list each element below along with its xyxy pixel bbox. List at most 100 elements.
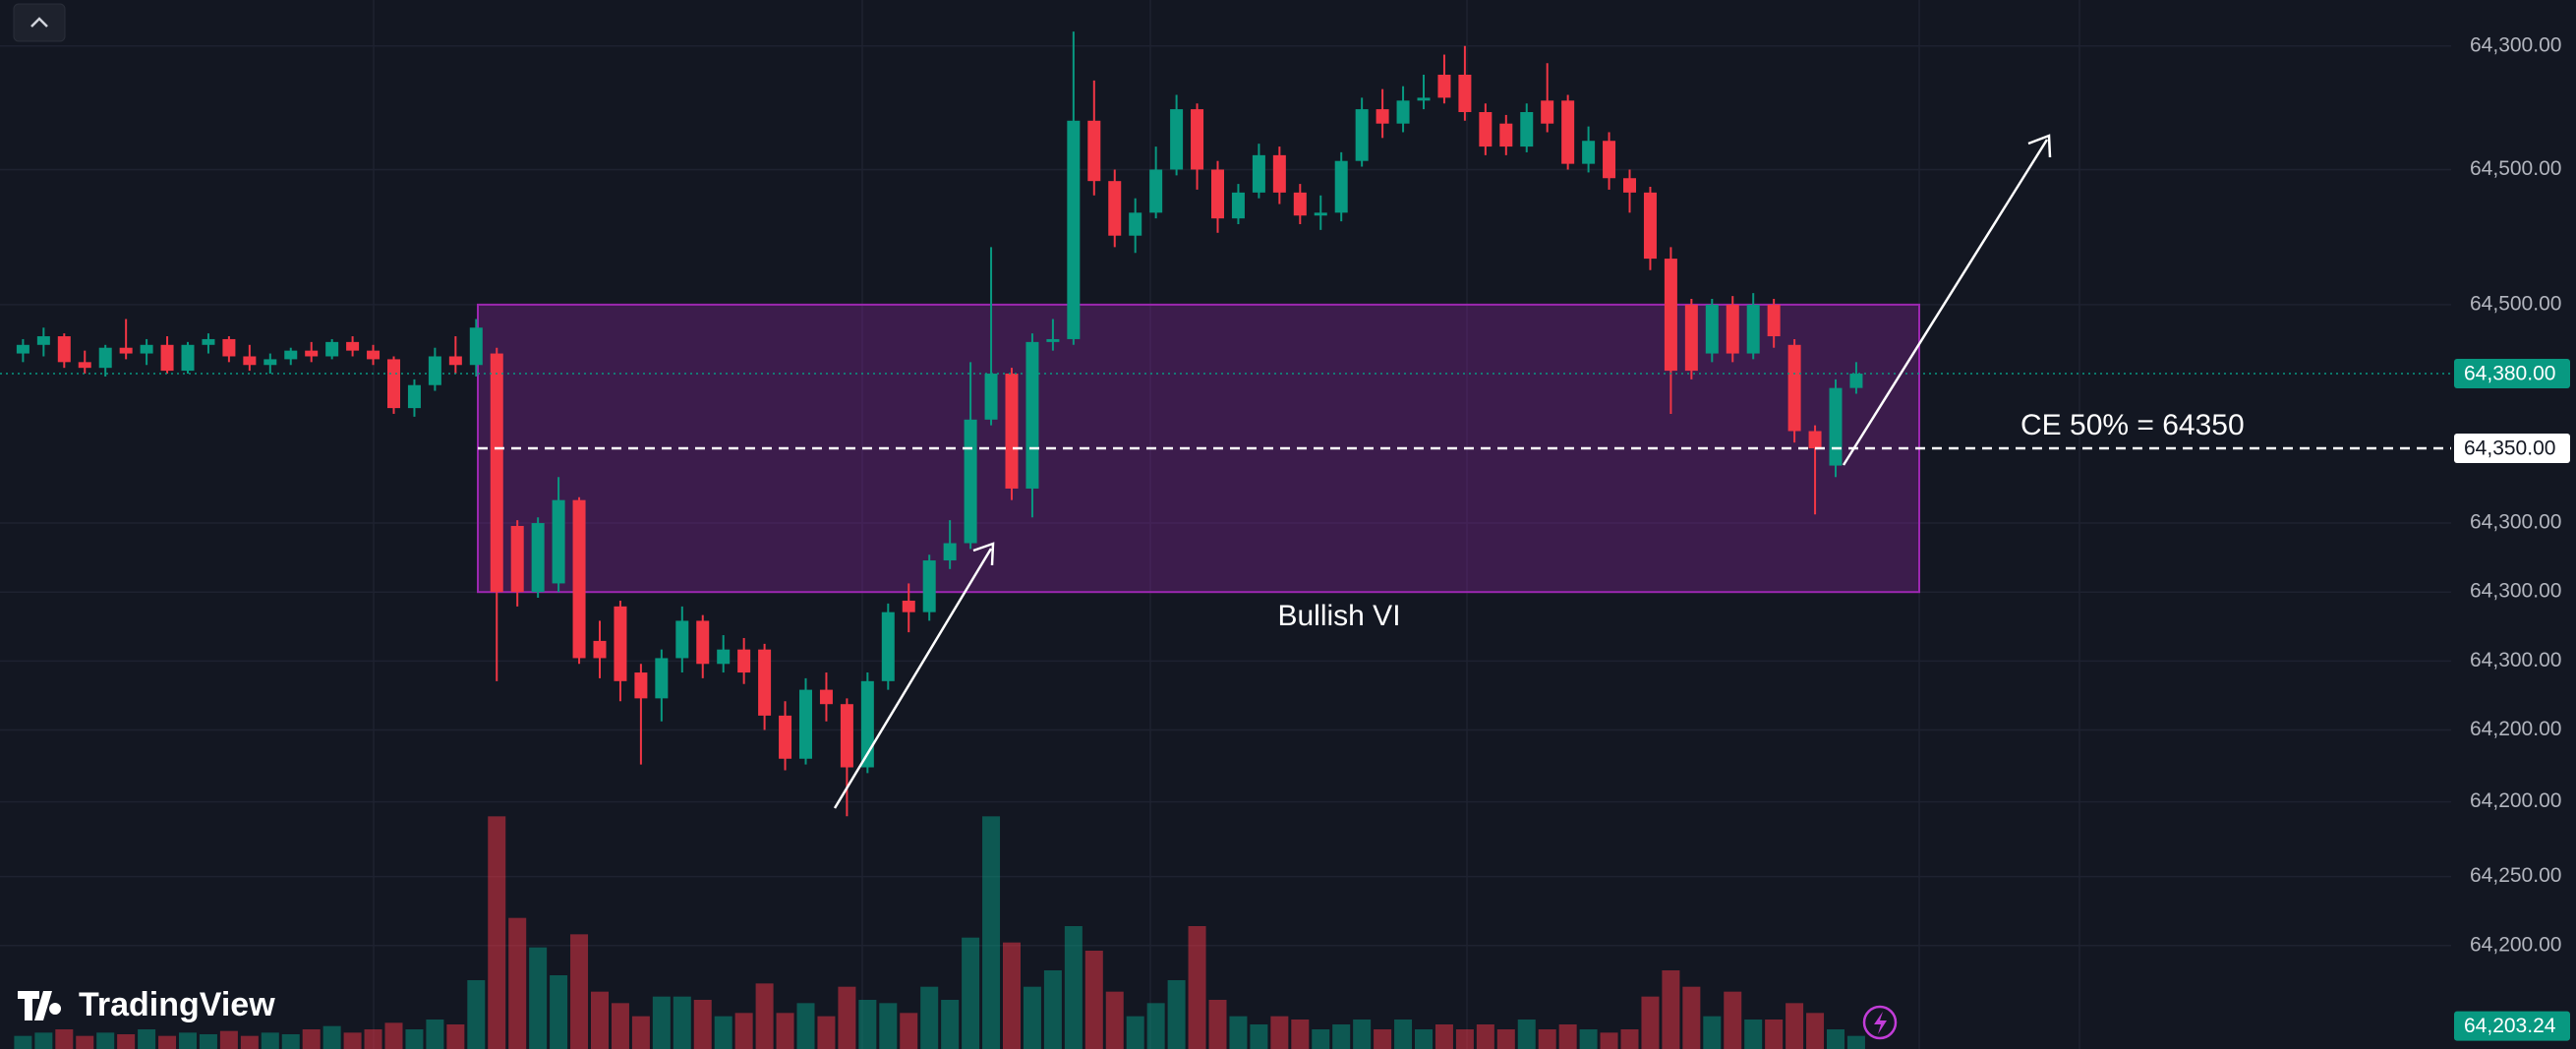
candle-body (510, 525, 524, 593)
volume-bar (1084, 951, 1103, 1049)
button-box[interactable] (13, 3, 66, 42)
candle-body (902, 600, 915, 612)
volume-bar (796, 1003, 815, 1049)
arrows (833, 134, 2052, 809)
volume-bar (652, 996, 671, 1049)
volume-bar (755, 983, 774, 1049)
candle-body (984, 374, 998, 420)
volume-bar (611, 1003, 629, 1049)
candle-body (98, 347, 112, 369)
candle-body (675, 620, 689, 659)
logo-text: TradingView (79, 986, 275, 1023)
volume-bar (1765, 1020, 1784, 1049)
volume-bar (529, 947, 548, 1049)
volume-bar (817, 1016, 836, 1049)
volume-bar (1579, 1029, 1598, 1049)
volume-bar (1105, 991, 1124, 1049)
candle-body (758, 649, 772, 716)
candle-body (407, 384, 421, 409)
volume-bar (673, 996, 691, 1049)
candle-body (819, 689, 833, 705)
volume-bar (1620, 1029, 1639, 1049)
candle-body (1664, 259, 1677, 372)
volume-bar (179, 1032, 197, 1049)
candle-body (1643, 192, 1657, 260)
candle-body (1808, 431, 1822, 449)
candle-body (593, 640, 607, 659)
volume-bar (1434, 1024, 1453, 1049)
volume-bar (920, 986, 939, 1049)
candle-body (1087, 120, 1101, 182)
volume-bar (1682, 986, 1701, 1049)
volume-bar (96, 1032, 115, 1049)
price-badge (2454, 434, 2570, 464)
candle-body (1417, 97, 1431, 101)
candle-body (325, 341, 339, 357)
volume-bar (55, 1029, 74, 1049)
candle-body (1293, 192, 1307, 216)
candle-body (1603, 141, 1616, 179)
volume-bar (879, 1003, 898, 1049)
candle-body (490, 353, 503, 593)
candle-body (1046, 338, 1060, 342)
ce-label: CE 50% = 64350 (2020, 409, 2245, 441)
candle-body (1623, 178, 1636, 193)
candle-body (881, 612, 895, 681)
price-badge-label: 64,350.00 (2464, 437, 2555, 460)
volume-bar (1496, 1029, 1515, 1049)
y-tick-label: 64,300.00 (2470, 511, 2561, 534)
volume-bar (1662, 970, 1680, 1049)
volume-bar (1353, 1020, 1372, 1049)
volume-bar (1415, 1029, 1433, 1049)
volume-bar (1786, 1003, 1804, 1049)
volume-bar (962, 937, 980, 1049)
volume-bar (1332, 1024, 1351, 1049)
y-tick-label: 64,300.00 (2470, 580, 2561, 603)
candle-body (469, 327, 483, 366)
volume-bar (1126, 1016, 1144, 1049)
volume-bar (900, 1013, 918, 1049)
volume-bar (322, 1025, 341, 1049)
volume-bar (1146, 1003, 1165, 1049)
lightning-circle[interactable] (1862, 1005, 1898, 1040)
logo-group: TradingView (18, 986, 275, 1023)
price-badge-label: 64,203.24 (2464, 1015, 2556, 1037)
candle-body (634, 672, 648, 699)
candle-body (78, 362, 91, 369)
candle-body (531, 523, 545, 593)
candle-body (1849, 374, 1863, 388)
volume-bar (446, 1024, 465, 1049)
candle-body (1170, 109, 1184, 170)
y-tick-label: 64,250.00 (2470, 864, 2561, 887)
volume-bar (941, 1000, 960, 1049)
candle-body (305, 350, 319, 357)
volume-bar (384, 1022, 403, 1049)
candle-body (284, 350, 298, 360)
volume-bar (219, 1030, 238, 1049)
volume-bar (1846, 1035, 1865, 1049)
candle-body (263, 359, 277, 366)
volume-bar (76, 1035, 94, 1049)
candle-body (737, 649, 751, 673)
candle-body (1829, 387, 1843, 466)
candle-body (1314, 212, 1327, 216)
arrow-line (1842, 139, 2049, 466)
volume-bar (364, 1029, 382, 1049)
volume-bar (1167, 980, 1186, 1049)
volume-bar (1394, 1020, 1413, 1049)
candle-body (1541, 100, 1554, 124)
candle-body (552, 499, 565, 584)
collapse-button[interactable] (13, 3, 66, 42)
price-badge (2454, 359, 2570, 389)
volume-bar (1538, 1029, 1556, 1049)
candle-body (1025, 341, 1039, 489)
volume-bar (838, 986, 856, 1049)
lightning-button[interactable] (1862, 1005, 1898, 1040)
candle-body (16, 344, 29, 354)
volume-bar (1270, 1016, 1289, 1049)
volume-bar (982, 816, 1001, 1049)
y-tick-label: 64,200.00 (2470, 718, 2561, 740)
candle-body (1684, 304, 1698, 372)
